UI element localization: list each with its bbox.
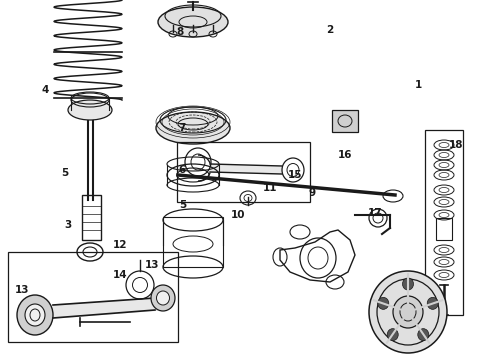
Bar [177, 142, 310, 202]
Ellipse shape [151, 285, 175, 311]
Text: 8: 8 [176, 27, 184, 37]
Text: 18: 18 [449, 140, 463, 150]
Ellipse shape [418, 329, 429, 341]
Text: 3: 3 [64, 220, 72, 230]
Ellipse shape [156, 291, 170, 305]
Ellipse shape [393, 296, 423, 328]
Text: 14: 14 [113, 270, 127, 280]
Text: 10: 10 [231, 210, 245, 220]
Text: 12: 12 [113, 240, 127, 250]
Text: 1: 1 [415, 80, 421, 90]
Ellipse shape [369, 271, 447, 353]
Ellipse shape [156, 112, 230, 144]
Text: 13: 13 [145, 260, 159, 270]
Bar [163, 217, 223, 267]
Ellipse shape [427, 297, 438, 309]
Polygon shape [53, 298, 160, 318]
Ellipse shape [25, 304, 45, 326]
Text: 7: 7 [178, 123, 186, 133]
Ellipse shape [158, 7, 228, 37]
Ellipse shape [387, 329, 398, 341]
Text: 6: 6 [178, 165, 186, 175]
Polygon shape [210, 164, 282, 174]
Bar [82, 195, 101, 240]
Ellipse shape [402, 278, 414, 290]
Text: 17: 17 [368, 208, 382, 218]
Ellipse shape [378, 297, 389, 309]
Text: 9: 9 [308, 188, 316, 198]
Bar [436, 218, 452, 240]
Text: 16: 16 [338, 150, 352, 160]
Text: 2: 2 [326, 25, 334, 35]
Text: 4: 4 [41, 85, 49, 95]
Bar [8, 252, 178, 342]
Ellipse shape [17, 295, 53, 335]
Text: 15: 15 [288, 170, 302, 180]
Ellipse shape [68, 100, 112, 120]
Text: 5: 5 [179, 200, 187, 210]
Bar [332, 110, 358, 132]
Text: 13: 13 [15, 285, 29, 295]
Text: 11: 11 [263, 183, 277, 193]
Bar [425, 130, 463, 315]
Text: 5: 5 [61, 168, 69, 178]
